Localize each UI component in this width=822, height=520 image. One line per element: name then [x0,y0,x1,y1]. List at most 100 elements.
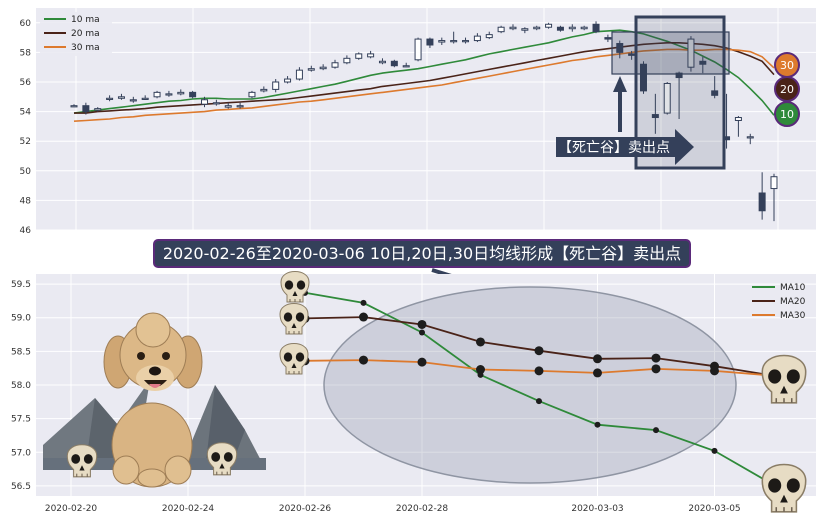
legend-label-ma30: 30 ma [71,43,100,53]
ma-point-ma10 [653,427,659,434]
candle [367,50,375,59]
title-banner: 2020-02-26至2020-03-06 10日,20日,30日均线形成【死亡… [153,239,691,268]
candle [295,67,303,81]
ma-point-ma30 [359,355,368,365]
sell-point-callout: 【死亡谷】卖出点 [556,129,694,165]
y-tick-label: 50 [20,167,32,177]
legend-label-line-ma30: MA30 [780,311,806,321]
moving-average-lines [73,29,775,122]
legend-label-line-ma20: MA20 [780,297,806,307]
candle [284,76,292,84]
candle [94,107,102,112]
skull-icon-ma10-end [761,463,807,513]
candle [129,96,137,103]
candle [711,76,719,99]
legend-label-ma20: 20 ma [71,29,100,39]
y-tick-label: 56.5 [11,482,31,492]
candle [746,133,754,145]
candle [414,37,422,62]
badge-ma30: 30 [774,52,800,78]
ma-point-ma30 [710,366,719,376]
candle [402,62,410,68]
candle [177,89,185,96]
candles [70,21,778,222]
sell-point-callout-text: 【死亡谷】卖出点 [558,140,670,156]
candle [153,90,161,99]
y-tick-label: 57.0 [11,448,31,458]
candle [758,172,766,220]
y-tick-label: 59.5 [11,280,31,290]
ma-point-ma20 [476,337,485,347]
candle [450,31,458,44]
ma-point-ma20 [593,354,602,364]
candle [307,65,315,72]
candle [770,173,778,222]
ma-line-30 [73,48,775,122]
y-tick-label: 57.5 [11,415,31,425]
candle [604,34,612,43]
ma-point-ma30 [417,357,427,367]
ma-point-ma10 [536,398,542,405]
ma-point-ma20 [417,319,427,329]
candle [616,40,624,59]
candle [189,90,197,99]
candlestick-y-axis: 46 48 50 52 54 56 58 60 [20,19,32,236]
line-x-axis: 2020-02-20 2020-02-24 2020-02-26 2020-02-28… [45,504,741,514]
candle [521,27,529,34]
ma-point-ma30 [534,366,544,376]
ma-point-ma10 [360,299,367,306]
candle [545,22,553,29]
x-tick-label: 2020-02-20 [45,504,98,514]
candle [485,31,493,40]
poodle-dog-illustration [103,312,203,488]
badge-ma10-label: 10 [780,108,794,121]
line-y-axis: 56.5 57.0 57.5 58.0 58.5 59.0 59.5 [11,280,31,492]
legend-label-line-ma10: MA10 [780,283,806,293]
candle [165,90,173,97]
candle [438,37,446,45]
y-tick-label: 58.5 [11,347,31,357]
y-tick-label: 60 [20,19,32,29]
x-tick-label: 2020-03-03 [571,504,623,514]
ma-point-ma10 [419,329,425,336]
death-valley-ellipse [323,286,737,484]
up-arrow-icon [613,76,627,132]
x-tick-label: 2020-02-28 [396,504,449,514]
candle [248,90,256,99]
candle [343,55,351,65]
ma-point-ma30 [651,364,661,374]
candle [663,82,671,115]
ma-line-20 [74,41,775,114]
ma-point-ma10 [594,421,601,428]
candle [687,36,695,72]
candle [509,24,517,31]
candle [260,86,268,93]
candle [699,56,707,74]
candle [533,25,541,31]
ma-line-10 [73,29,775,116]
candle [390,59,398,68]
y-tick-label: 52 [20,137,31,147]
x-tick-label: 2020-02-24 [162,504,215,514]
ma-point-ma20 [534,346,544,356]
badge-ma30-label: 30 [780,59,794,72]
y-tick-label: 48 [20,196,32,206]
candlestick-panel: 46 48 50 52 54 56 58 60 【死亡谷】卖出点 10 ma 20 ma 30… [20,8,816,236]
line-panel: 56.557.057.558.058.559.059.5 2020-02-20 2… [11,271,816,514]
y-tick-label: 54 [20,108,32,118]
candle [651,93,659,134]
candle [592,21,600,34]
y-tick-label: 56 [20,78,32,88]
candle [272,79,280,93]
candle [462,37,470,44]
candle [568,24,576,32]
legend-label-ma10: 10 ma [71,15,100,25]
candle [70,104,78,108]
ma-point-ma10 [711,447,718,454]
candle [224,102,232,109]
candle [378,58,386,65]
candle [201,96,209,108]
ma-point-ma30 [593,368,602,378]
candle [212,99,220,106]
